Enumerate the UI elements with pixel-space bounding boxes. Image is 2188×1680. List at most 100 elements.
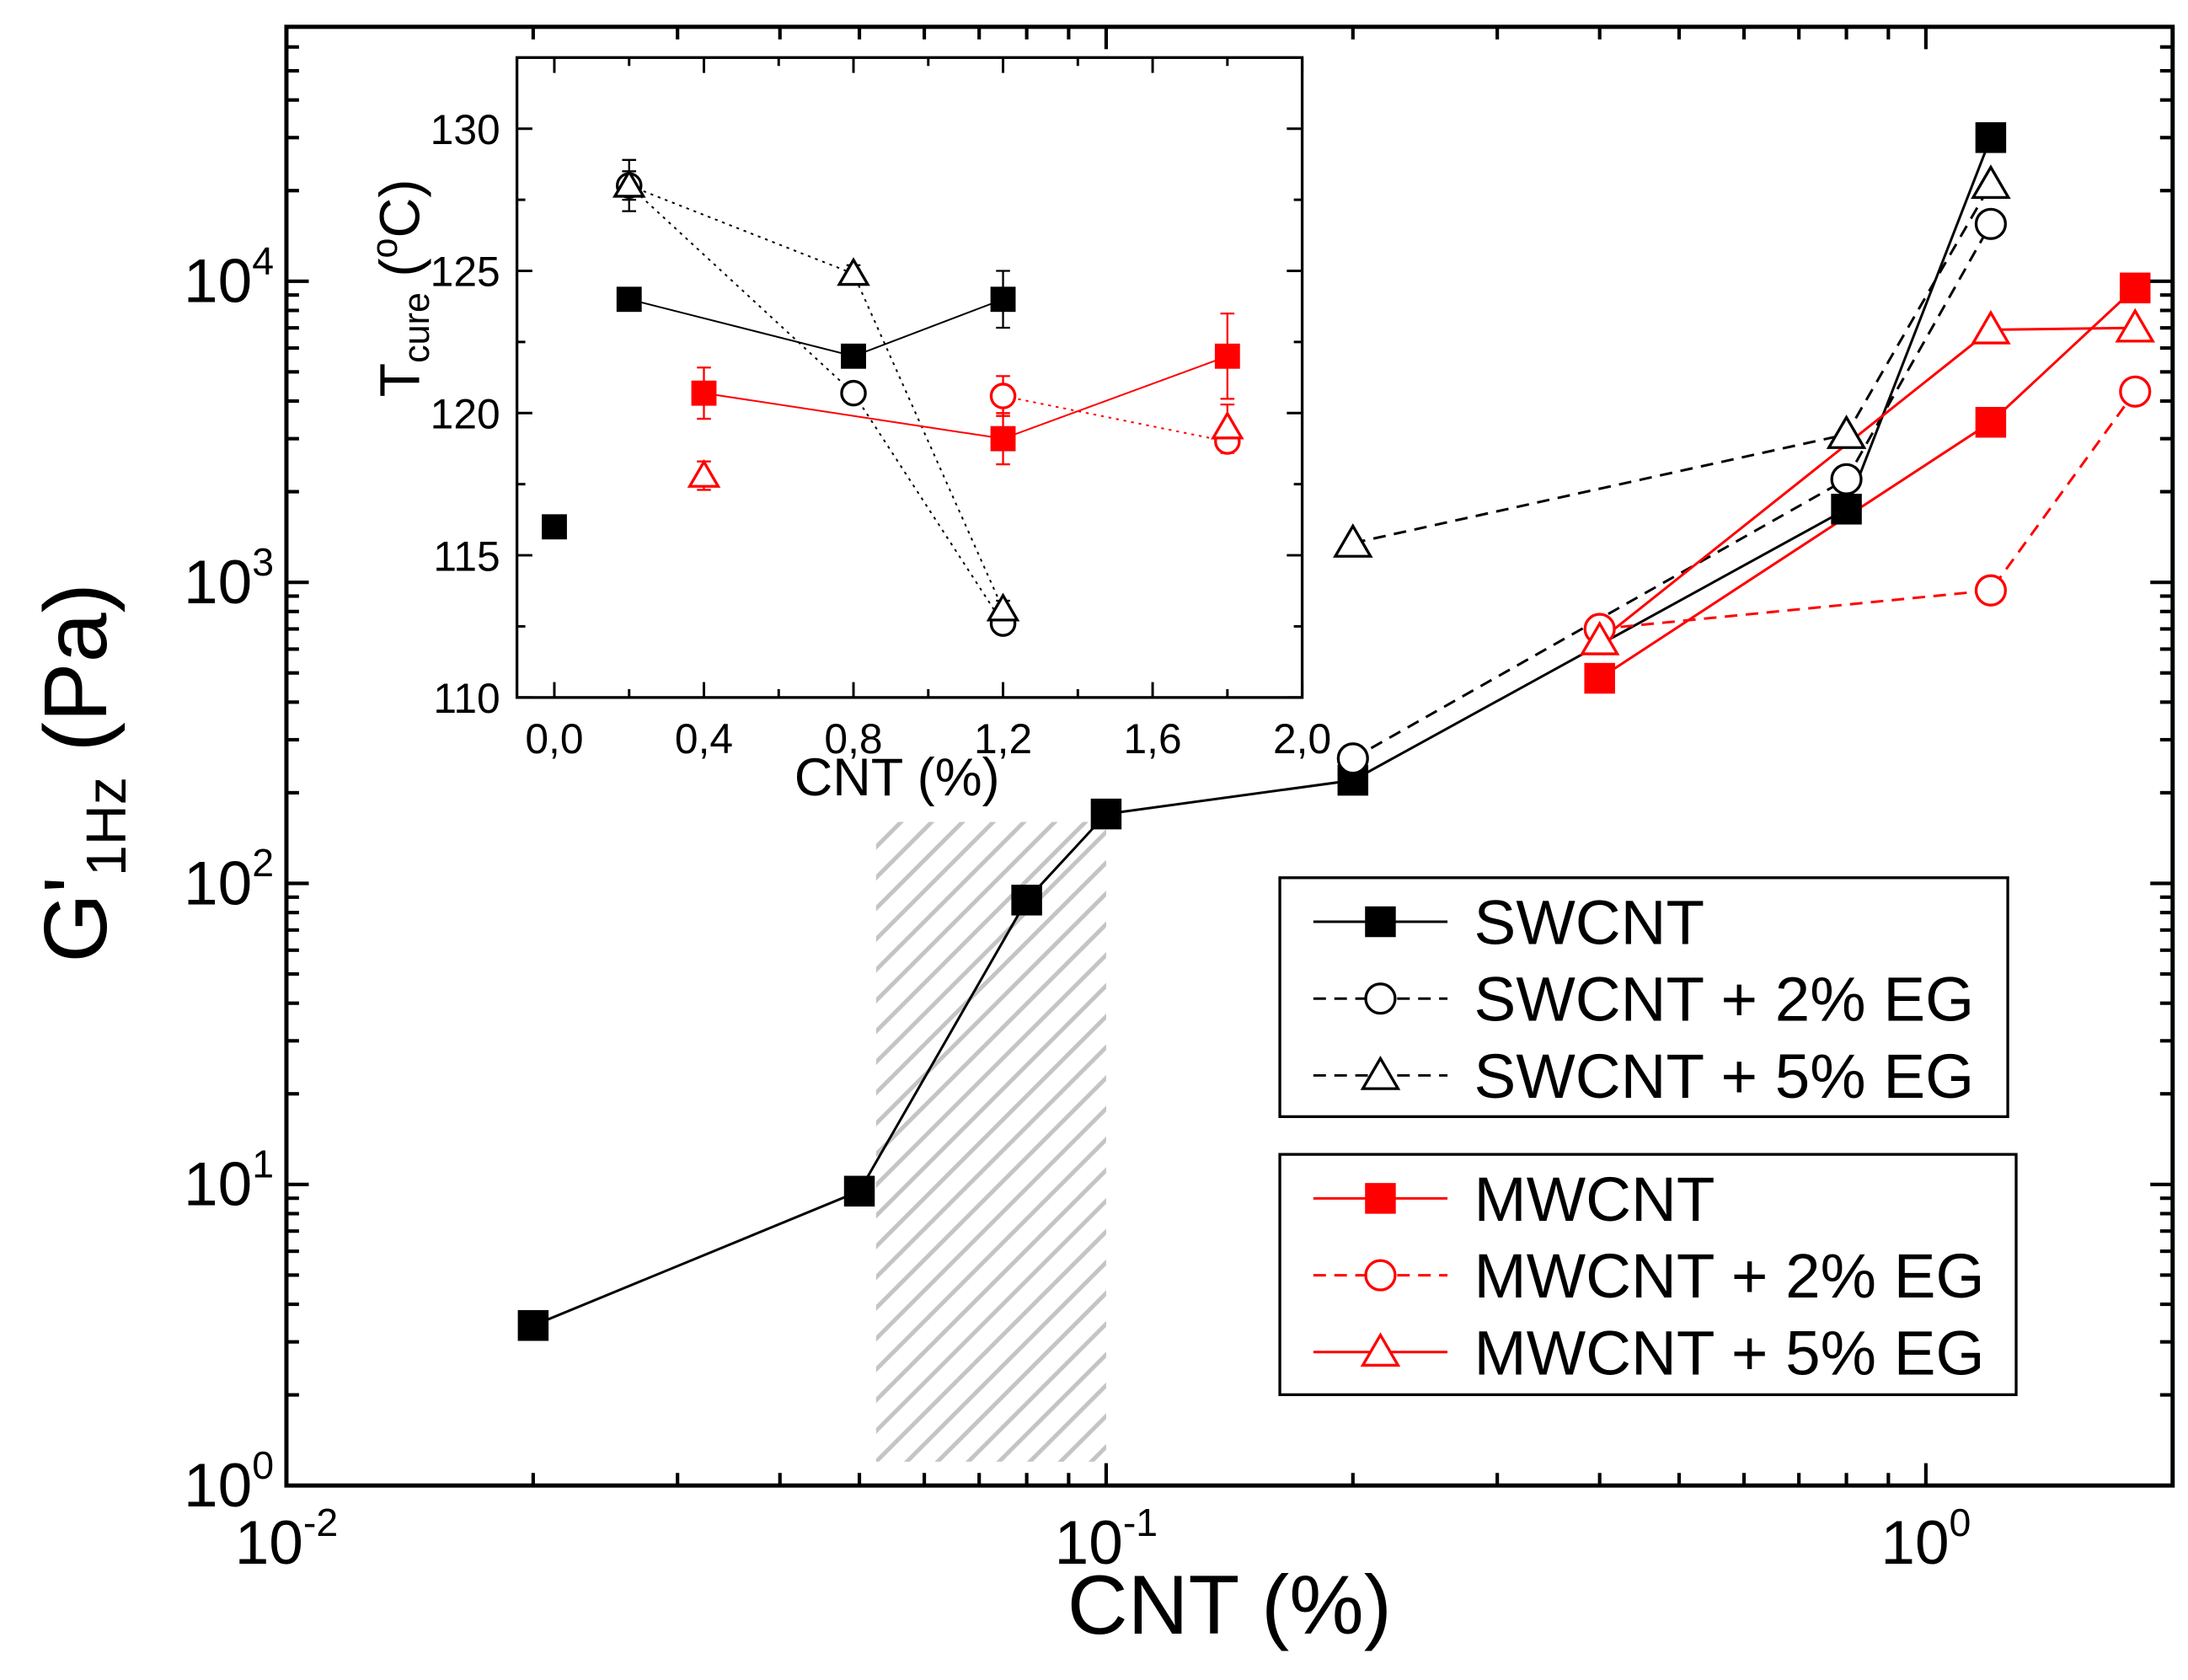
series-5-point-1 <box>1971 309 2011 345</box>
legend-label: MWCNT + 2% EG <box>1474 1240 1985 1311</box>
legend-marker <box>1364 1259 1397 1292</box>
series-5-point-2 <box>2115 308 2156 343</box>
legend-item: MWCNT + 2% EG <box>1313 1240 1985 1311</box>
legend-label: MWCNT <box>1474 1164 1715 1234</box>
inset-chart: 0,0 0,4 0,8 1,2 1,6 2,0 110 115 120 125 130 CNT (%)… <box>365 56 1331 807</box>
legend-label: SWCNT <box>1474 887 1705 958</box>
inset-x-tick-label: 1,6 <box>1123 715 1181 762</box>
y-axis-label-symbol: G' <box>26 876 126 963</box>
series-2-point-0 <box>1333 523 1373 558</box>
inset-plot-frame <box>515 56 1304 699</box>
y-tick-label: 103 <box>184 540 274 617</box>
main-plot-frame <box>284 24 2175 1488</box>
legend-item: SWCNT + 5% EG <box>1313 1041 1974 1111</box>
x-tick-label-base: 10 <box>1055 1509 1123 1577</box>
series-2-point-2 <box>1971 164 2011 200</box>
series-3-point-1 <box>1975 406 2007 438</box>
legend-marker <box>1365 1183 1396 1214</box>
inset-y-axis-label-open-paren: ( <box>370 258 432 292</box>
inset-y-tick-label: 110 <box>433 675 500 722</box>
y-tick-label: 101 <box>184 1142 274 1219</box>
inset-series-5-point-1 <box>1211 410 1244 440</box>
inset-y-tick-label: 120 <box>431 391 500 438</box>
inset-x-tick-label: 2,0 <box>1273 715 1331 762</box>
inset-y-axis-label-subscript: cure <box>397 292 437 363</box>
inset-series-line-1 <box>629 185 1004 624</box>
legend-marker <box>1360 1332 1401 1367</box>
y-axis-label-unit: (Pa) <box>26 583 126 777</box>
inset-y-axis-label-unit: C) <box>370 179 432 238</box>
x-tick-label-exponent: -1 <box>1123 1501 1158 1544</box>
legend-frame <box>1278 876 2009 1119</box>
inset-y-tick-label: 125 <box>431 249 500 296</box>
inset-series-0-point-2 <box>841 343 866 369</box>
y-tick-label-exponent: 4 <box>252 239 274 283</box>
series-line-4 <box>1599 390 2137 630</box>
y-tick-label: 102 <box>184 841 274 918</box>
y-tick-label-base: 10 <box>184 248 252 316</box>
y-axis-label-subscript: 1Hz <box>76 777 138 876</box>
inset-y-tick-label: 115 <box>433 532 500 580</box>
series-4-point-2 <box>2119 375 2152 408</box>
series-0-point-5 <box>1831 494 1862 525</box>
x-tick-label-base: 10 <box>235 1509 303 1577</box>
series-4-point-1 <box>1974 574 2007 607</box>
legend-item: SWCNT + 2% EG <box>1313 964 1974 1035</box>
legend-item: SWCNT <box>1313 887 1704 958</box>
y-tick-label: 104 <box>184 239 274 316</box>
inset-x-tick-label: 0,4 <box>675 715 733 762</box>
y-tick-label: 100 <box>184 1443 274 1520</box>
legend-item: MWCNT + 5% EG <box>1313 1317 1985 1388</box>
legend-label: SWCNT + 5% EG <box>1474 1041 1975 1111</box>
inset-series-2-point-1 <box>837 257 870 286</box>
series-0-point-6 <box>1975 122 2007 153</box>
hatched-region <box>875 821 1106 1462</box>
y-axis-label: G'1Hz (Pa) <box>26 583 138 963</box>
series-1-point-2 <box>1974 207 2007 240</box>
inset-y-axis-label-degree: o <box>365 238 405 258</box>
legend-label: SWCNT + 2% EG <box>1474 964 1975 1035</box>
y-tick-label-base: 10 <box>184 548 252 617</box>
series-2-point-1 <box>1826 415 1867 449</box>
legend-marker <box>1365 906 1396 938</box>
inset-series-3-point-1 <box>990 425 1016 452</box>
legend-marker <box>1360 1055 1401 1090</box>
legend-item: MWCNT <box>1313 1164 1715 1234</box>
inset-y-axis-label-symbol: T <box>370 363 432 398</box>
inset-series-1-point-1 <box>840 379 867 407</box>
inset-x-axis-label: CNT (%) <box>794 748 1000 807</box>
x-tick-label-exponent: -2 <box>303 1501 338 1544</box>
series-0-point-2 <box>1011 885 1042 916</box>
series-0-point-0 <box>517 1310 549 1341</box>
x-tick-label: 10-1 <box>1055 1501 1158 1577</box>
inset-x-tick-label: 0,0 <box>525 715 583 762</box>
inset-series-0-point-0 <box>542 514 567 540</box>
y-tick-label-base: 10 <box>184 849 252 918</box>
x-tick-label: 100 <box>1880 1501 1971 1577</box>
inset-series-3-point-0 <box>691 380 717 406</box>
legend-label: MWCNT + 5% EG <box>1474 1317 1985 1388</box>
x-tick-label-exponent: 0 <box>1950 1501 1971 1544</box>
series-5-point-0 <box>1579 620 1620 655</box>
y-tick-label-exponent: 1 <box>252 1142 274 1186</box>
series-1-point-1 <box>1830 463 1863 495</box>
inset-series-line-2 <box>629 185 1004 610</box>
inset-y-tick-label: 130 <box>431 106 500 153</box>
inset-series-0-point-3 <box>990 286 1016 313</box>
y-tick-label-exponent: 3 <box>252 540 274 584</box>
series-0-point-3 <box>1090 798 1122 830</box>
y-tick-label-exponent: 0 <box>252 1443 274 1487</box>
y-tick-label-exponent: 2 <box>252 841 274 885</box>
series-3-point-2 <box>2119 272 2151 304</box>
inset-series-5-point-0 <box>687 458 721 488</box>
y-tick-label-base: 10 <box>184 1452 252 1520</box>
legend-marker <box>1364 982 1397 1015</box>
inset-series-2-point-0 <box>612 169 646 198</box>
inset-series-2-point-2 <box>986 592 1020 622</box>
x-axis-label: CNT (%) <box>1067 1559 1392 1652</box>
